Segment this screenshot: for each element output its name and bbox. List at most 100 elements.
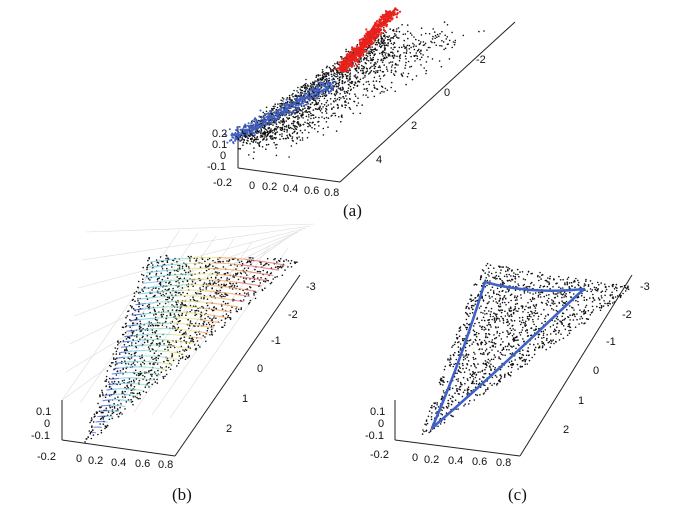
point-black [268, 114, 270, 116]
point-black [372, 56, 375, 59]
point-black [398, 30, 401, 33]
point-black [92, 421, 95, 423]
point-black [154, 294, 156, 297]
point-black [570, 281, 573, 284]
point-black [361, 72, 364, 74]
point-black [313, 81, 316, 84]
point-black [498, 356, 500, 358]
point-black [274, 276, 276, 279]
point-black [432, 35, 434, 38]
point-black [301, 137, 304, 139]
point-black [345, 95, 347, 97]
point-black [187, 266, 190, 268]
point-black [222, 266, 225, 268]
point-black [206, 329, 209, 332]
point-blue [251, 132, 254, 135]
point-black [388, 38, 390, 41]
point-blue [299, 92, 302, 95]
point-black [598, 283, 600, 286]
point-black [203, 271, 205, 274]
point-black [184, 331, 187, 333]
point-black [179, 307, 182, 309]
point-blue [293, 97, 296, 100]
point-black [330, 70, 333, 73]
point-black [282, 98, 285, 100]
point-black [549, 304, 552, 307]
surface-line [139, 389, 144, 392]
point-black [154, 310, 156, 313]
point-black [452, 41, 455, 43]
point-black [161, 324, 164, 327]
point-black [413, 55, 416, 57]
a-x-tick: 0.4 [283, 183, 298, 195]
point-black [378, 45, 381, 47]
point-blue [265, 123, 267, 126]
point-black [185, 355, 188, 358]
point-black [292, 115, 294, 118]
point-blue [240, 132, 243, 135]
point-black [175, 303, 178, 306]
point-black [343, 97, 345, 100]
point-black [228, 260, 230, 263]
point-black [180, 293, 182, 296]
point-blue [311, 92, 314, 95]
surface-line [196, 301, 208, 304]
point-red [357, 51, 360, 54]
point-black [224, 302, 227, 305]
point-black [448, 39, 451, 42]
point-black [116, 357, 118, 360]
surface-line [145, 366, 151, 369]
surface-line [201, 295, 212, 298]
point-black [140, 315, 143, 318]
point-black [210, 325, 213, 327]
point-blue [260, 116, 263, 119]
point-black [474, 376, 477, 379]
point-black [231, 306, 233, 309]
point-black [420, 64, 422, 66]
point-black [152, 340, 154, 342]
point-black [317, 83, 320, 85]
point-black [162, 293, 164, 296]
surface-line [140, 286, 153, 290]
point-black [399, 57, 401, 60]
point-black [317, 74, 320, 76]
point-black [386, 70, 389, 72]
point-black [370, 70, 373, 72]
point-red [373, 24, 376, 27]
point-black [373, 95, 376, 98]
point-blue [305, 103, 308, 106]
point-black [336, 75, 339, 77]
point-black [200, 293, 202, 295]
point-blue [295, 107, 298, 110]
point-black [175, 318, 178, 320]
point-blue [246, 124, 249, 127]
point-black [301, 132, 304, 134]
point-black [134, 359, 136, 361]
point-black [270, 281, 273, 284]
point-black [390, 37, 392, 39]
point-black [356, 70, 358, 72]
point-black [321, 111, 323, 114]
point-black [270, 123, 272, 125]
point-black [446, 36, 449, 38]
point-black [512, 337, 515, 339]
point-black [348, 77, 351, 79]
point-blue [268, 117, 271, 120]
point-black [183, 336, 186, 339]
point-black [384, 35, 386, 37]
point-black [216, 271, 218, 274]
point-black [190, 309, 193, 311]
point-black [454, 392, 456, 395]
point-black [242, 277, 245, 280]
point-black [207, 322, 210, 324]
surface-line [111, 372, 117, 375]
point-black [314, 87, 316, 89]
point-red [360, 51, 363, 55]
point-black [451, 31, 453, 34]
point-black [146, 329, 149, 332]
point-black [160, 313, 163, 316]
point-black [214, 330, 217, 332]
point-black [382, 59, 384, 62]
point-black [205, 264, 207, 267]
point-black [378, 75, 381, 77]
